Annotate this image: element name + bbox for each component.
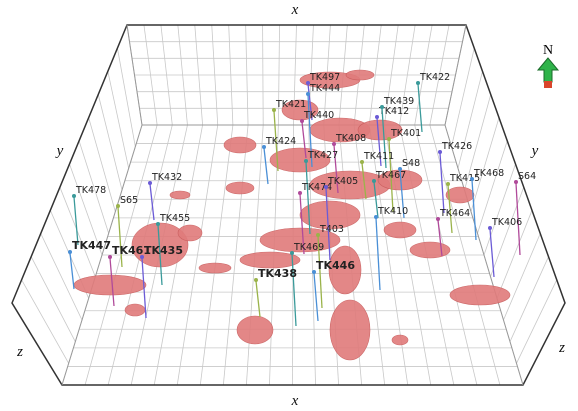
- grid-line: [510, 257, 549, 342]
- well-label: TK444: [309, 83, 340, 94]
- well-trace: [70, 253, 74, 289]
- grid-line: [22, 280, 69, 364]
- well-label: TK432: [151, 172, 182, 183]
- grid-line: [108, 71, 129, 168]
- axis-label: x: [291, 393, 299, 409]
- arrow-head: [538, 58, 558, 82]
- grid-line: [471, 118, 499, 212]
- well-trace: [490, 229, 494, 277]
- well-label: TK405: [327, 176, 358, 187]
- ore-body: [224, 137, 256, 153]
- north-arrow: N: [538, 43, 558, 88]
- ore-body: [170, 191, 190, 199]
- ore-body: [410, 242, 450, 258]
- well-label: TK408: [335, 133, 366, 144]
- grid-line: [458, 71, 483, 168]
- ore-body: [384, 222, 416, 238]
- ore-body: [178, 225, 202, 241]
- axis-label: z: [558, 340, 565, 356]
- well-label: TK440: [303, 110, 334, 121]
- arrow-tail: [544, 81, 552, 88]
- ore-body: [392, 335, 408, 345]
- well-label: T403: [319, 224, 344, 235]
- ore-body: [237, 316, 273, 344]
- well-label: TK401: [390, 128, 421, 139]
- well-label: S48: [402, 158, 420, 169]
- grid-line: [60, 187, 95, 276]
- well-label: TK468: [473, 168, 504, 179]
- axis-label: y: [530, 143, 539, 159]
- well-label: TK427: [307, 150, 338, 161]
- well-label: TK467: [375, 170, 406, 181]
- well-label: TK478: [75, 185, 106, 196]
- grid-line: [517, 280, 557, 364]
- grid-line: [452, 48, 475, 147]
- ore-body: [346, 70, 374, 80]
- well-label: TK497: [309, 72, 340, 83]
- well-trace: [472, 180, 476, 240]
- well-label: TK406: [491, 217, 522, 228]
- axis-label: z: [16, 344, 23, 360]
- box-frame: [12, 25, 565, 385]
- well-trace: [74, 197, 78, 245]
- well-label: TK411: [363, 151, 394, 162]
- axis-label: y: [55, 143, 64, 159]
- scene: TK497TK422TK421TK444TK440TK412TK439TK401…: [0, 0, 578, 411]
- well-label: TK455: [159, 213, 190, 224]
- well-trace: [376, 218, 380, 290]
- axis-label: x: [291, 2, 299, 18]
- grid: [12, 25, 565, 385]
- well-trace: [264, 148, 268, 184]
- grid-line: [98, 95, 122, 191]
- well-trace: [314, 273, 318, 321]
- well-label: TK410: [377, 206, 408, 217]
- well-label: TK438: [258, 267, 297, 280]
- well-label: TK426: [441, 141, 472, 152]
- well-label: TK421: [275, 99, 306, 110]
- well-label: TK439: [383, 96, 414, 107]
- well-label: TK469: [293, 242, 324, 253]
- well-label: TK464: [439, 208, 470, 219]
- ore-body: [330, 300, 370, 360]
- compass-label: N: [543, 43, 553, 58]
- ore-body: [450, 285, 510, 305]
- grid-line: [504, 234, 541, 321]
- ore-body: [74, 275, 146, 295]
- ore-body: [199, 263, 231, 273]
- ore-body: [226, 182, 254, 194]
- ore-body: [125, 304, 145, 316]
- well-trace: [256, 281, 260, 317]
- well-label: TK435: [144, 244, 183, 257]
- well-label: S64: [518, 171, 536, 182]
- well-label: TK447: [72, 239, 111, 252]
- well-label: TK424: [265, 136, 296, 147]
- well-label: S65: [120, 195, 138, 206]
- ore-body: [446, 187, 474, 203]
- page: {"axes": {"x_top": "x", "x_bottom": "x",…: [0, 0, 578, 411]
- grid-line: [31, 257, 75, 342]
- grid-line: [89, 118, 116, 212]
- well-label: TK422: [419, 72, 450, 83]
- well-label: TK446: [316, 259, 355, 272]
